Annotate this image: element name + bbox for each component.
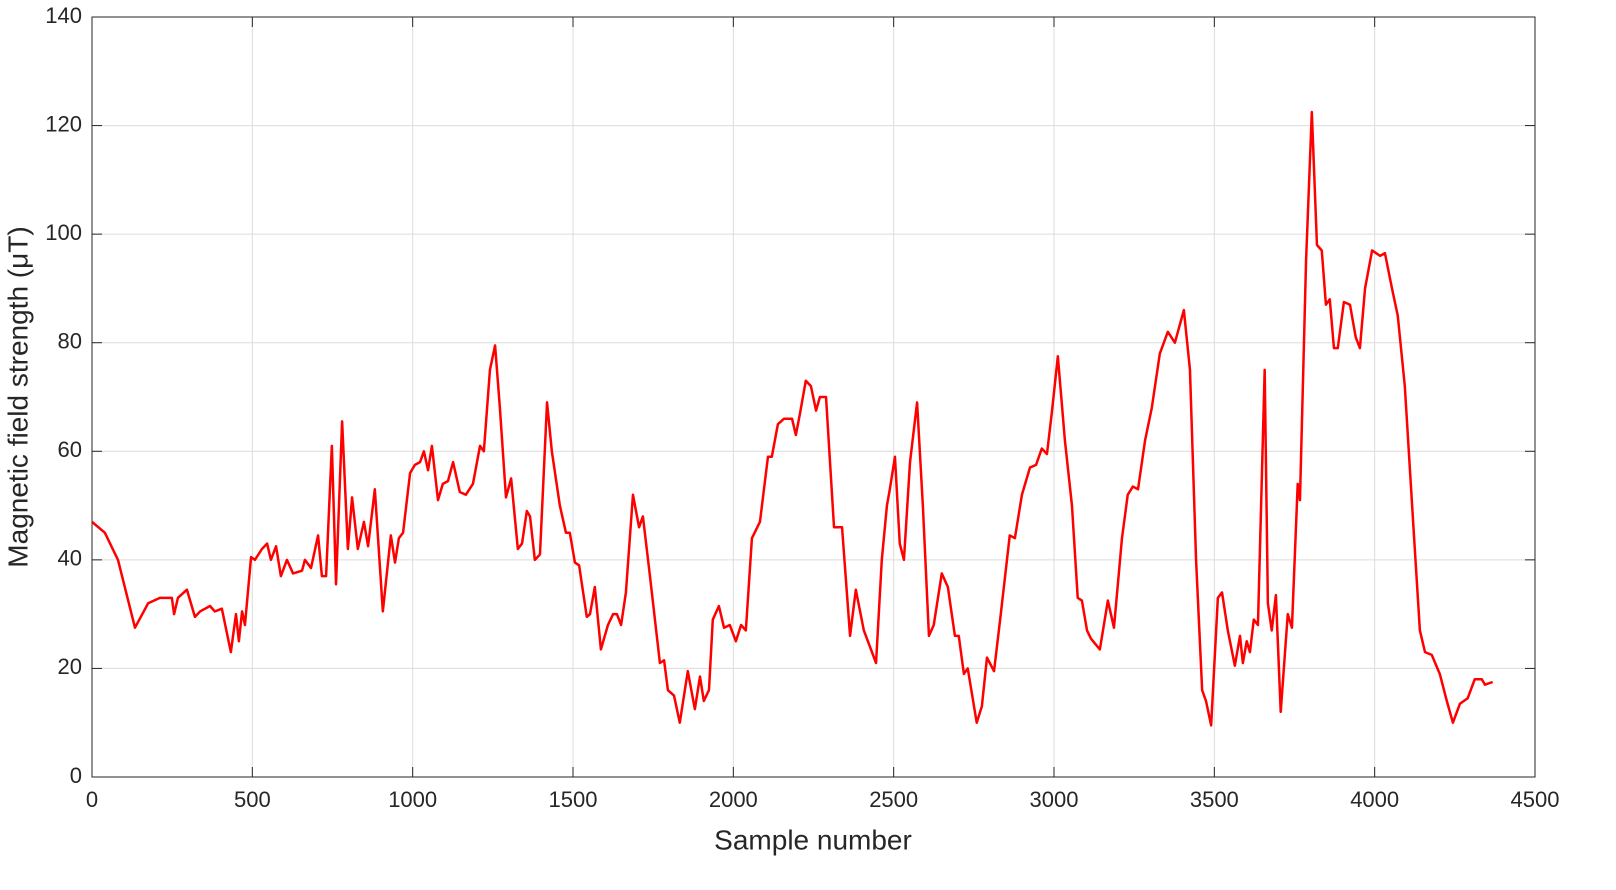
x-tick-label: 0 <box>86 787 98 812</box>
y-axis-label: Magnetic field strength (μT) <box>2 226 33 567</box>
x-tick-label: 1500 <box>549 787 598 812</box>
y-tick-label: 40 <box>58 546 82 571</box>
y-tick-label: 20 <box>58 654 82 679</box>
y-tick-label: 120 <box>45 111 82 136</box>
plot-frame <box>91 16 1536 778</box>
y-tick-label: 80 <box>58 329 82 354</box>
x-tick-label: 4000 <box>1350 787 1399 812</box>
y-tick-label: 0 <box>70 763 82 788</box>
x-axis-label: Sample number <box>714 824 912 855</box>
x-tick-label: 1000 <box>388 787 437 812</box>
y-tick-label: 100 <box>45 220 82 245</box>
data-line <box>91 110 1494 727</box>
x-tick-label: 500 <box>234 787 271 812</box>
x-tick-label: 4500 <box>1511 787 1560 812</box>
x-tick-label: 3500 <box>1190 787 1239 812</box>
x-tick-label: 2000 <box>709 787 758 812</box>
y-tick-label: 60 <box>58 437 82 462</box>
x-tick-label: 3000 <box>1030 787 1079 812</box>
y-tick-label: 140 <box>45 3 82 28</box>
x-tick-label: 2500 <box>869 787 918 812</box>
